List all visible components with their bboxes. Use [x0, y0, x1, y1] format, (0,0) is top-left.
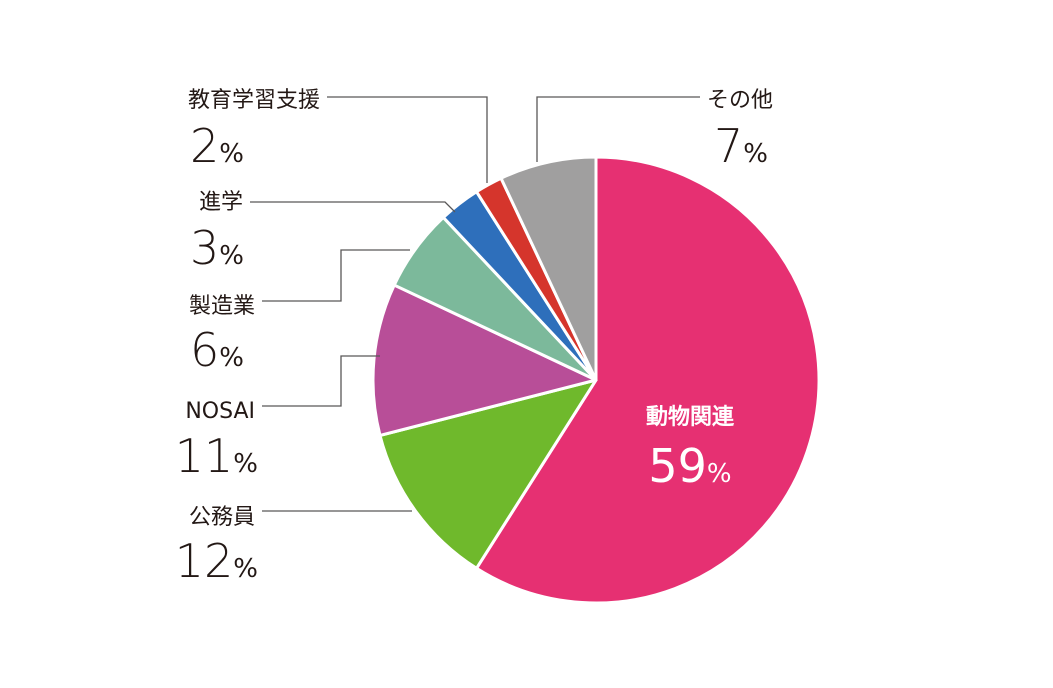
leader-lines: [250, 96, 700, 512]
label-other-name: その他: [707, 88, 773, 113]
label-animal-pct: 59%: [648, 439, 731, 493]
label-animal-name: 動物関連: [646, 404, 735, 430]
pie-slices: [371, 155, 821, 605]
label-manufacturing-name: 製造業: [189, 294, 255, 319]
label-further-study-name: 進学: [199, 190, 243, 215]
label-manufacturing-pct: 6%: [190, 323, 244, 377]
label-further-study-pct: 3%: [190, 221, 244, 275]
slice-other: [499, 155, 598, 382]
slice-civil-servant: [378, 378, 598, 570]
leader-education-support: [327, 96, 488, 183]
label-education-support-name: 教育学習支援: [188, 88, 320, 113]
leader-further-study: [250, 201, 456, 213]
label-civil-servant-name: 公務員: [189, 505, 255, 530]
label-nosai-name: NOSAI: [185, 399, 255, 424]
label-civil-servant-pct: 12%: [175, 534, 258, 588]
slice-animal: [475, 155, 821, 605]
leader-nosai: [262, 355, 380, 407]
label-other-pct: 7%: [714, 119, 768, 173]
label-education-support-pct: 2%: [190, 119, 244, 173]
label-nosai-pct: 11%: [175, 429, 258, 483]
leader-other: [536, 96, 700, 162]
leader-manufacturing: [262, 249, 410, 302]
slice-nosai: [371, 283, 598, 437]
